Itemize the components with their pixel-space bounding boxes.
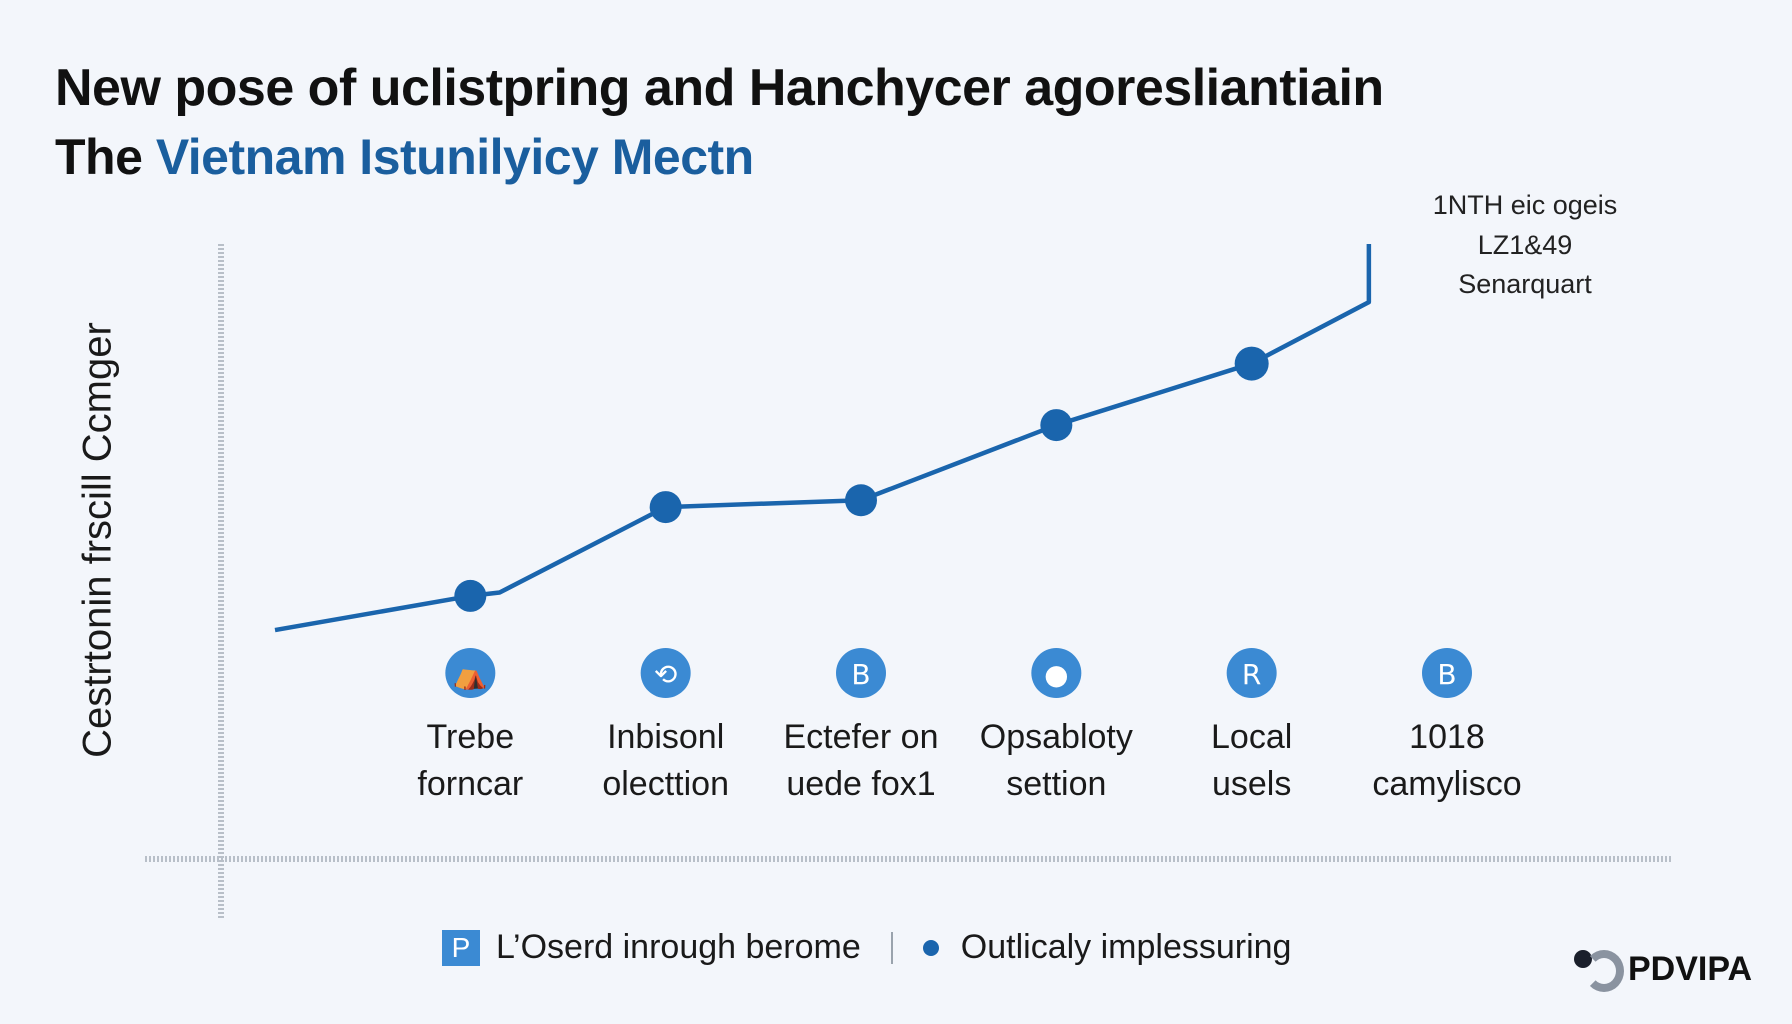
data-point-5	[1234, 346, 1269, 381]
chart-subtitle: The Vietnam Istunilyicy Mectn	[55, 128, 754, 186]
annotation-line-1: 1NTH eic ogeis	[1433, 190, 1618, 220]
data-point-3	[845, 484, 877, 517]
data-point-2	[649, 491, 682, 524]
legend-item-2: Outlicaly implessuring	[960, 928, 1292, 966]
series-line	[274, 244, 1372, 633]
category-label-line1: Opsabloty	[980, 718, 1133, 756]
b-icon-glyph: B	[851, 658, 870, 691]
category-label-line1: Ectefer on	[784, 718, 939, 756]
category-label-line2: uede fox1	[786, 765, 935, 803]
subtitle-lead: The	[55, 129, 143, 185]
legend-dot-icon	[922, 939, 939, 956]
category-label-line2: settion	[1006, 765, 1106, 803]
category-label-line2: olecttion	[602, 765, 729, 803]
annotation-line-2: LZ1&49	[1478, 230, 1573, 260]
person-icon-glyph: ●	[1044, 658, 1068, 691]
b-icon	[1422, 648, 1472, 698]
category-1: ⛺ Trebe forncar	[417, 648, 523, 803]
b-icon	[836, 648, 886, 698]
legend-square-icon: P	[442, 929, 480, 966]
category-label-line2: forncar	[417, 765, 523, 803]
category-label-line1: Local	[1211, 718, 1292, 756]
r-icon	[1226, 648, 1277, 698]
category-label-line1: Trebe	[427, 718, 515, 756]
legend-item-1: L’Oserd inrough berome	[496, 928, 861, 966]
category-3: B Ectefer on uede fox1	[784, 648, 939, 803]
category-label-line2: camylisco	[1372, 765, 1521, 803]
category-5: R Local usels	[1211, 648, 1292, 803]
b-icon-glyph: B	[1437, 658, 1456, 691]
brand-logo: PDVIPA	[1572, 946, 1752, 992]
arc-icon-glyph: ⟲	[654, 658, 677, 691]
category-2: ⟲ Inbisonl olecttion	[602, 648, 729, 803]
category-label-line1: 1018	[1409, 718, 1485, 756]
legend: P L’Oserd inrough berome Outlicaly imple…	[442, 928, 1291, 967]
chart-title: New pose of uclistpring and Hanchycer ag…	[55, 59, 1384, 117]
peak-annotation: 1NTH eic ogeis LZ1&49 Senarquart	[1433, 190, 1618, 299]
person-icon	[1031, 648, 1082, 698]
category-label-line2: usels	[1212, 765, 1291, 803]
arc-icon	[640, 648, 691, 698]
logo-mark-icon	[1572, 946, 1626, 992]
data-point-1	[454, 579, 487, 612]
data-point-4	[1040, 409, 1073, 442]
person-tent-icon-glyph: ⛺	[453, 658, 488, 691]
logo-text: PDVIPA	[1628, 949, 1753, 988]
category-4: ● Opsabloty settion	[980, 648, 1133, 803]
category-label-line1: Inbisonl	[607, 718, 724, 756]
category-6: B 1018 camylisco	[1372, 648, 1522, 803]
subtitle-rest: Vietnam Istunilyicy Mectn	[155, 129, 754, 185]
person-tent-icon	[445, 648, 496, 698]
legend-separator	[890, 931, 893, 964]
annotation-line-3: Senarquart	[1458, 269, 1592, 299]
r-icon-glyph: R	[1242, 658, 1261, 691]
